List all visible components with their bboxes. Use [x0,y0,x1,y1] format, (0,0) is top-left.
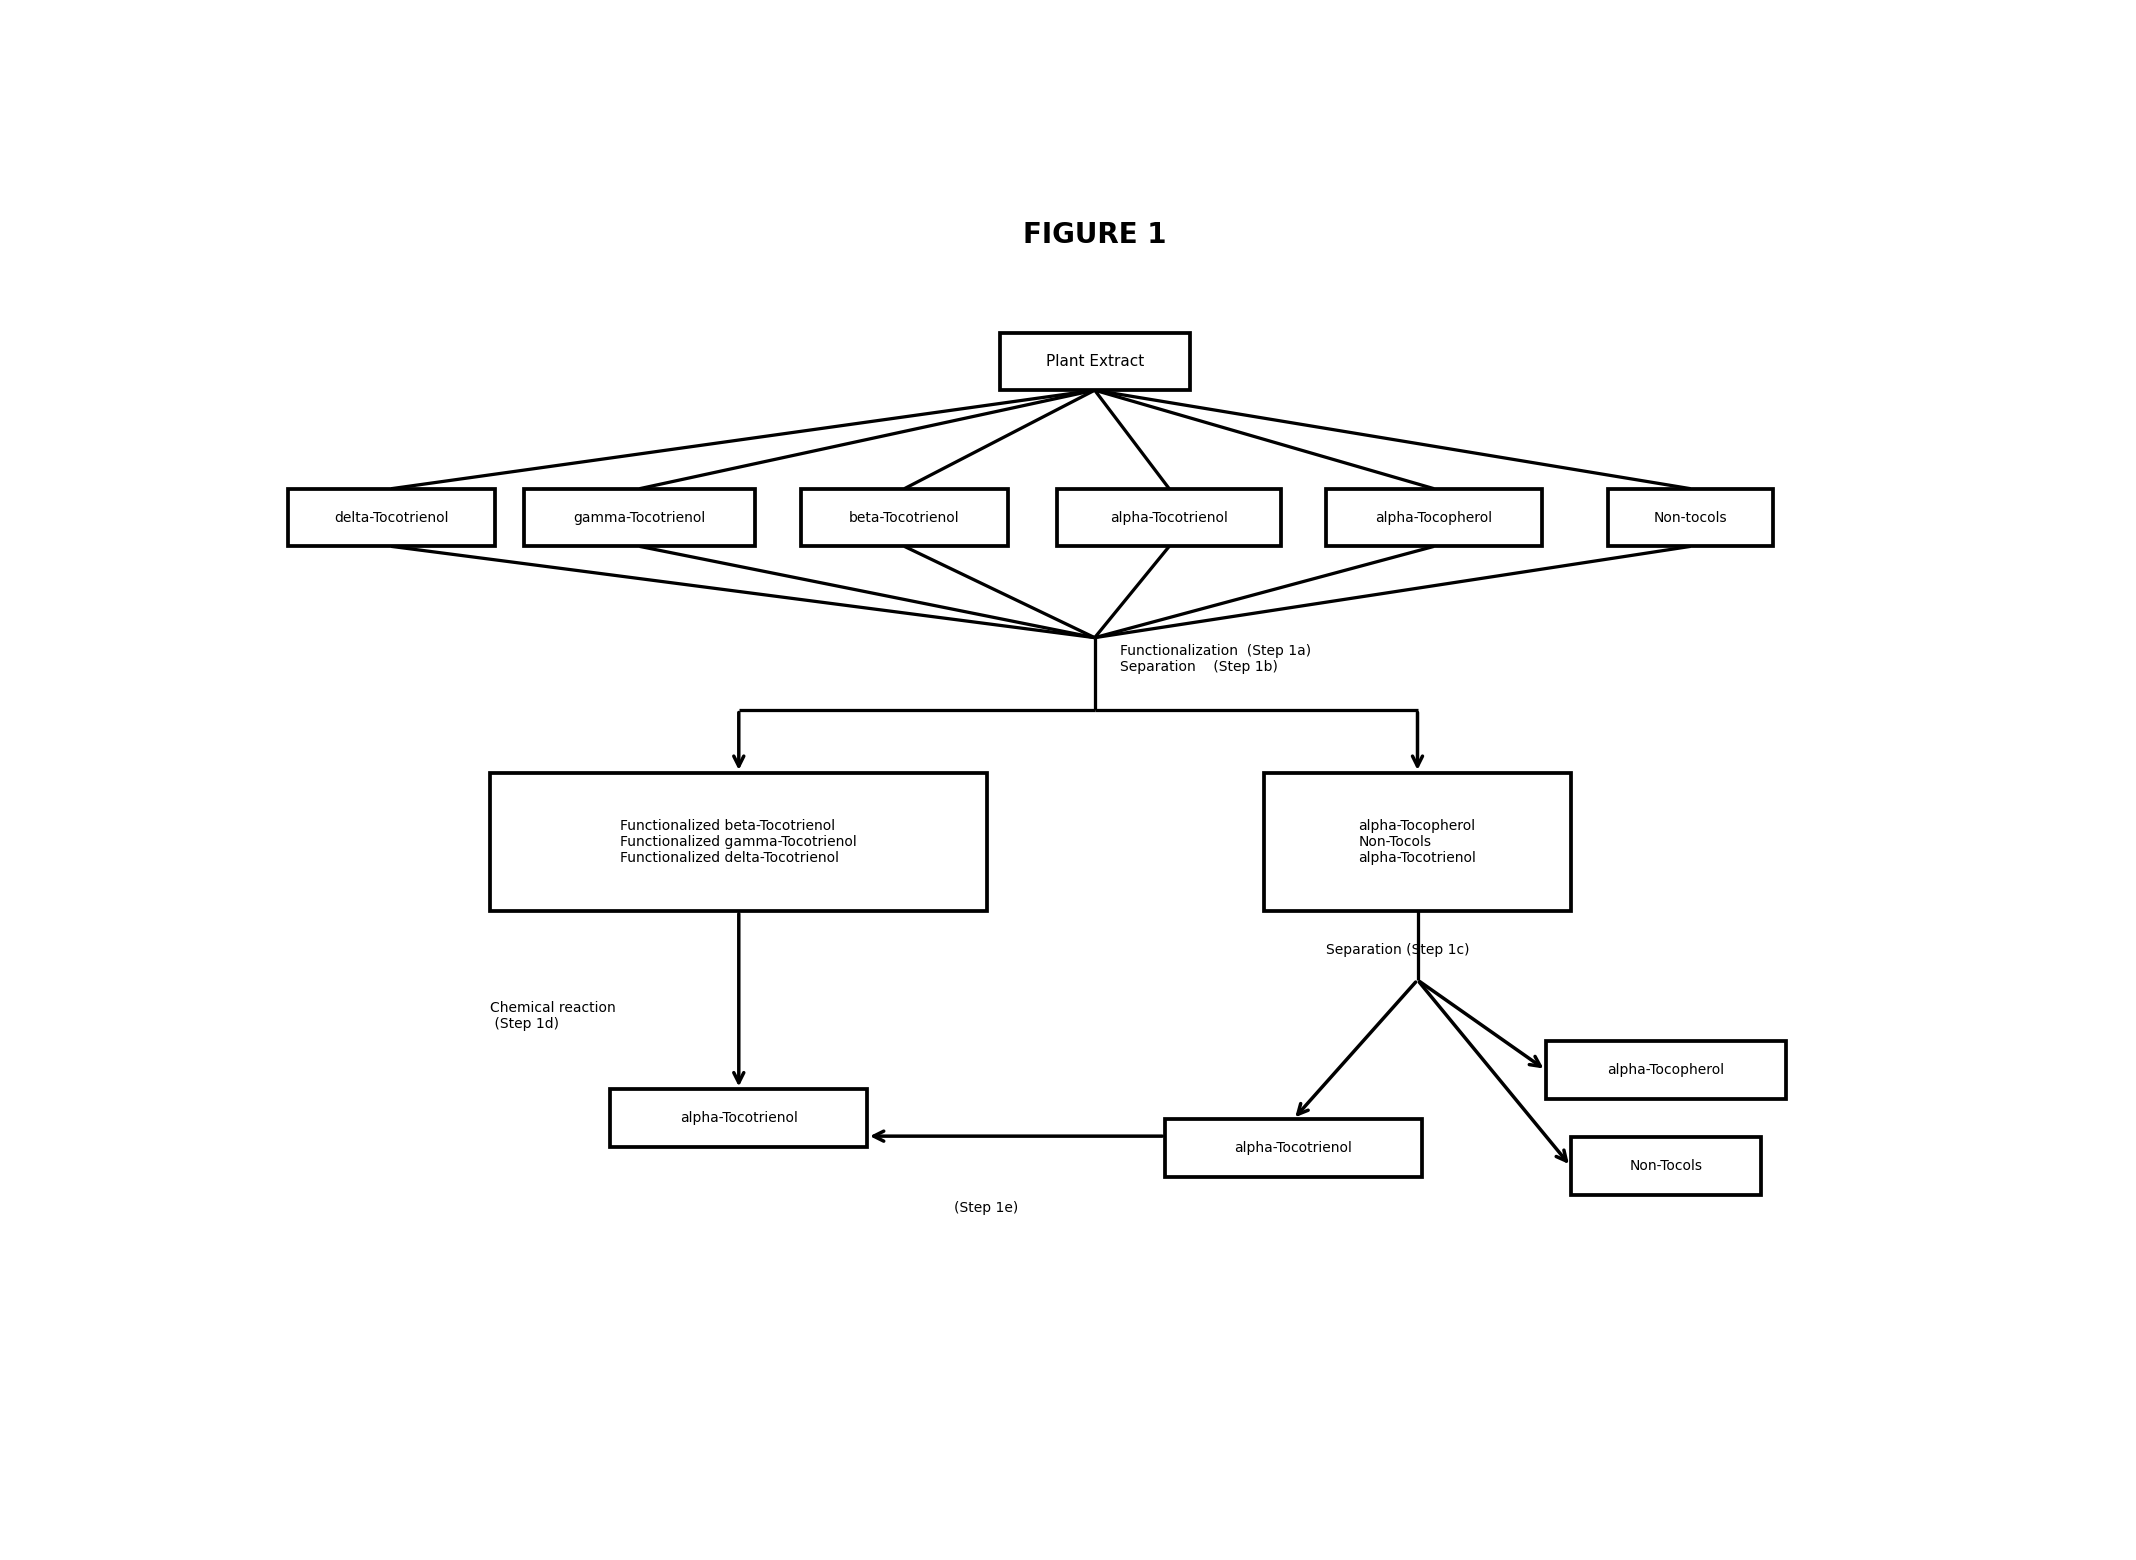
Text: alpha-Tocotrienol: alpha-Tocotrienol [679,1111,797,1125]
FancyBboxPatch shape [491,772,987,911]
Text: Plant Extract: Plant Extract [1047,354,1143,368]
Text: alpha-Tocotrienol: alpha-Tocotrienol [1111,510,1228,524]
FancyBboxPatch shape [1057,488,1282,546]
Text: alpha-Tocopherol: alpha-Tocopherol [1376,510,1493,524]
FancyBboxPatch shape [288,488,496,546]
FancyBboxPatch shape [1570,1137,1760,1195]
Text: alpha-Tocopherol
Non-Tocols
alpha-Tocotrienol: alpha-Tocopherol Non-Tocols alpha-Tocotr… [1358,819,1476,866]
Text: alpha-Tocopherol: alpha-Tocopherol [1606,1062,1724,1076]
FancyBboxPatch shape [1000,332,1190,390]
Text: alpha-Tocotrienol: alpha-Tocotrienol [1235,1142,1352,1154]
Text: beta-Tocotrienol: beta-Tocotrienol [848,510,959,524]
FancyBboxPatch shape [1608,488,1773,546]
Text: Chemical reaction
 (Step 1d): Chemical reaction (Step 1d) [491,1002,615,1031]
Text: Functionalized beta-Tocotrienol
Functionalized gamma-Tocotrienol
Functionalized : Functionalized beta-Tocotrienol Function… [619,819,857,866]
FancyBboxPatch shape [611,1089,867,1147]
Text: Functionalization  (Step 1a)
Separation    (Step 1b): Functionalization (Step 1a) Separation (… [1119,644,1312,674]
FancyBboxPatch shape [801,488,1008,546]
FancyBboxPatch shape [1164,1120,1423,1176]
Text: Non-Tocols: Non-Tocols [1630,1159,1702,1173]
Text: Separation (Step 1c): Separation (Step 1c) [1326,942,1470,956]
Text: Non-tocols: Non-tocols [1653,510,1728,524]
Text: FIGURE 1: FIGURE 1 [1023,222,1166,250]
FancyBboxPatch shape [1265,772,1570,911]
FancyBboxPatch shape [1546,1041,1786,1098]
FancyBboxPatch shape [1326,488,1542,546]
Text: delta-Tocotrienol: delta-Tocotrienol [333,510,449,524]
FancyBboxPatch shape [523,488,756,546]
Text: (Step 1e): (Step 1e) [955,1201,1019,1215]
Text: gamma-Tocotrienol: gamma-Tocotrienol [572,510,705,524]
